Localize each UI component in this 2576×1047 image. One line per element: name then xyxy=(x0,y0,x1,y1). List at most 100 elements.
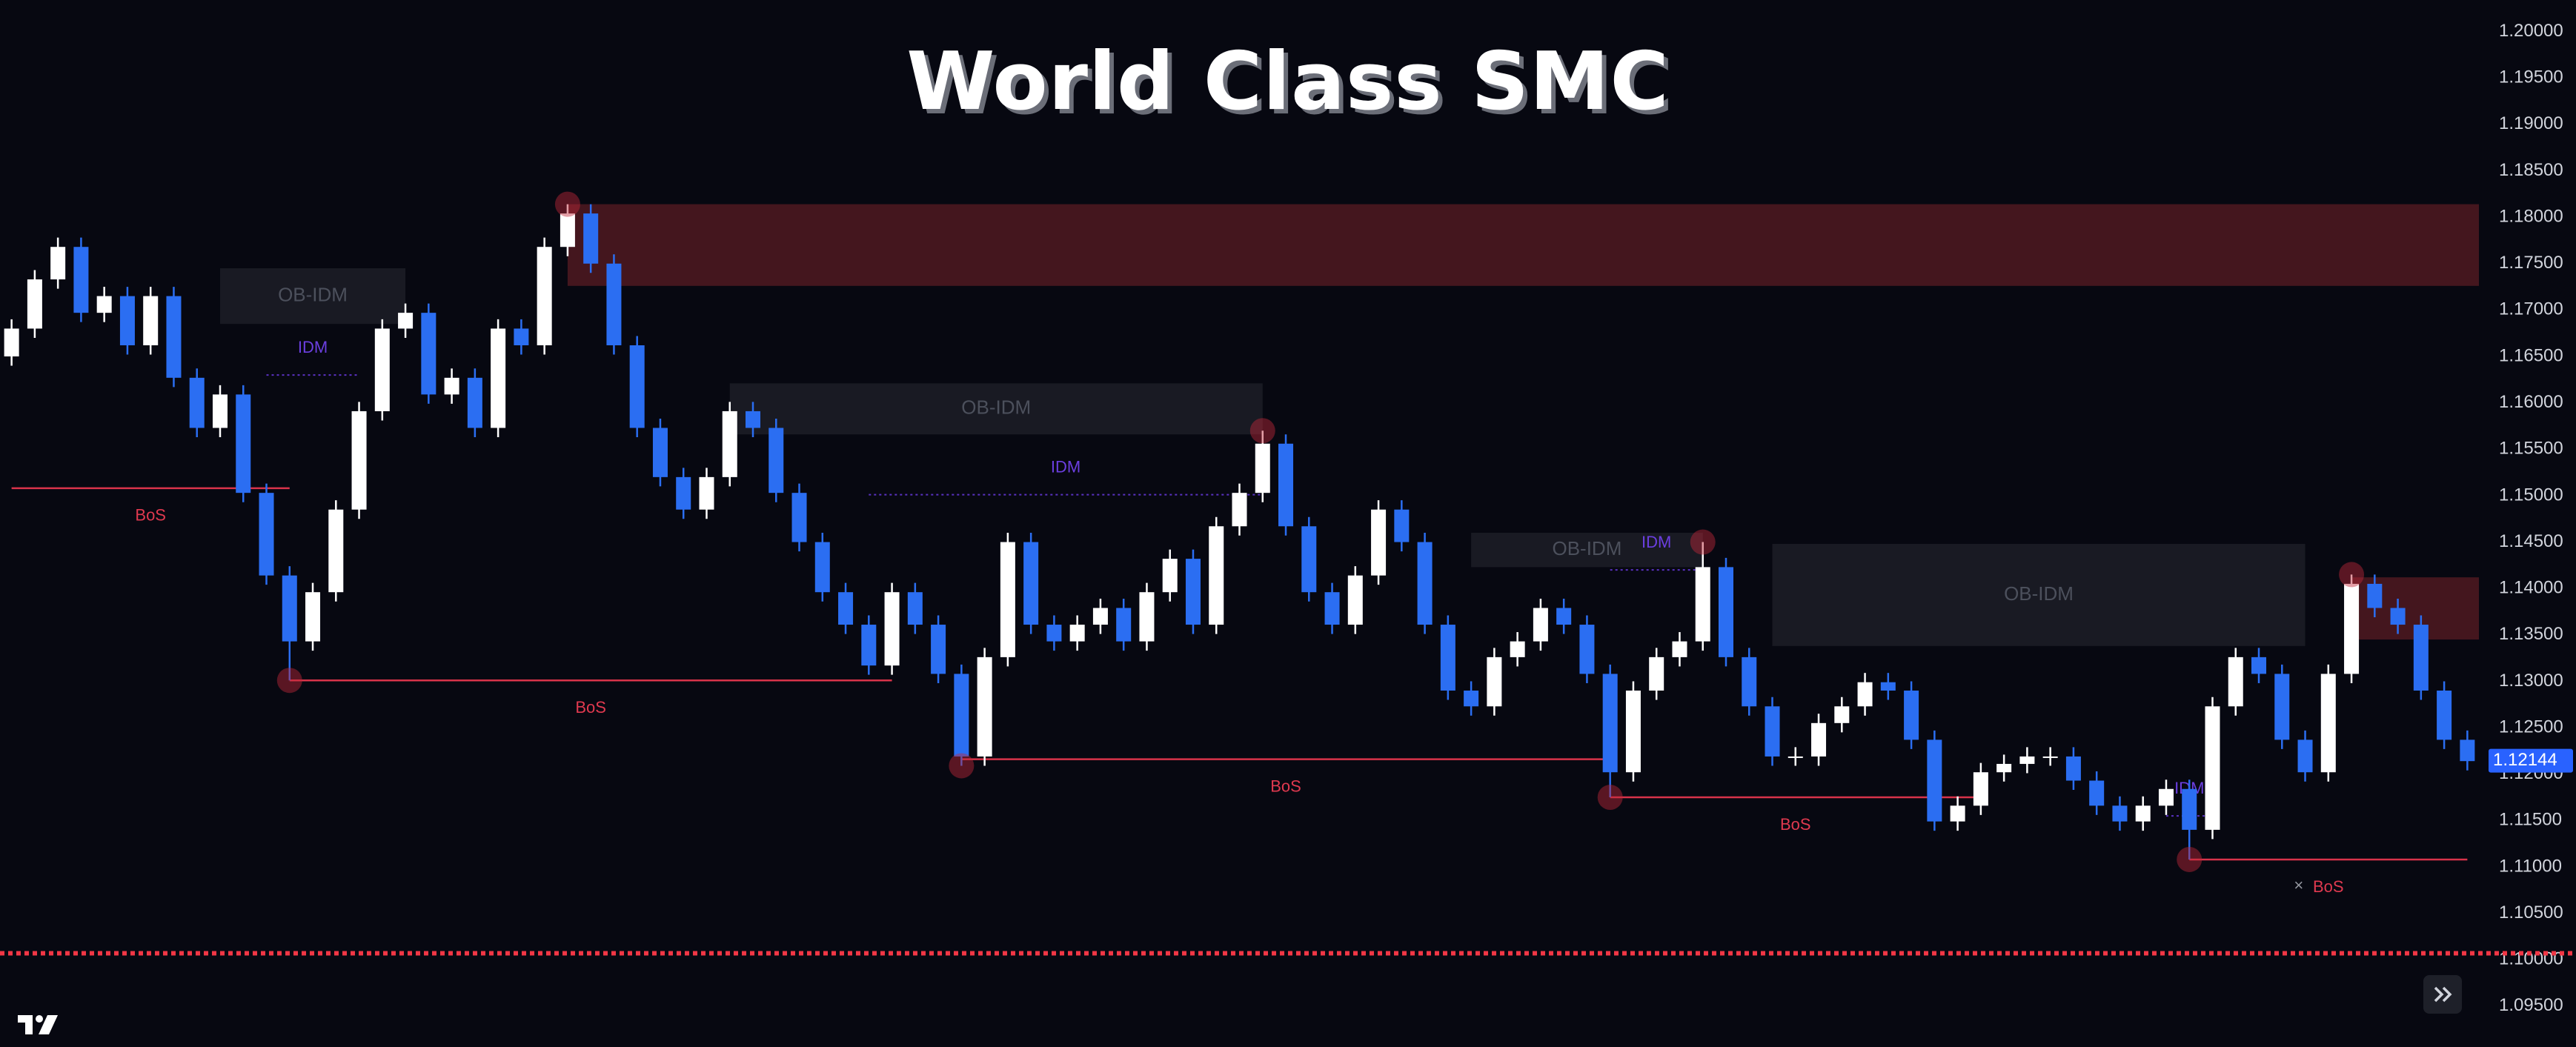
candle-body xyxy=(212,394,228,428)
y-tick-label: 1.16500 xyxy=(2499,345,2563,365)
candle-body xyxy=(2297,739,2313,773)
candle-body xyxy=(328,509,344,593)
candle-body xyxy=(374,328,390,411)
candle-body xyxy=(50,247,66,280)
candle-body xyxy=(2228,657,2243,707)
candle-body xyxy=(1464,690,1479,707)
candle-body xyxy=(491,328,506,428)
y-tick-label: 1.09500 xyxy=(2499,995,2563,1015)
candle-body xyxy=(1116,608,1132,642)
tradingview-logo xyxy=(18,1015,58,1034)
y-tick-label: 1.17000 xyxy=(2499,299,2563,319)
candle-body xyxy=(1046,625,1062,642)
candle-body xyxy=(1672,641,1687,657)
candle-body xyxy=(166,296,182,378)
zone-label: OB-IDM xyxy=(961,396,1031,419)
y-tick-label: 1.11000 xyxy=(2499,856,2562,876)
zone xyxy=(567,204,2479,286)
candle-body xyxy=(2251,657,2267,674)
candle-body xyxy=(791,493,807,542)
candle-body xyxy=(1742,657,1757,707)
candle-body xyxy=(1394,509,1410,542)
bos-label: BoS xyxy=(2313,877,2344,896)
candle-body xyxy=(2320,674,2336,773)
candle-body xyxy=(1232,493,1247,527)
candle-body xyxy=(1023,542,1039,625)
candle-body xyxy=(2158,788,2174,806)
candle-body xyxy=(652,428,668,477)
candle-body xyxy=(421,313,436,395)
candle-body xyxy=(2390,608,2406,625)
candle-body xyxy=(1718,567,1733,657)
candle-body xyxy=(606,263,622,345)
candle-body xyxy=(1417,542,1433,625)
y-tick-label: 1.13000 xyxy=(2499,671,2563,691)
candle-body xyxy=(884,592,900,666)
candle-body xyxy=(838,592,854,625)
candle-body xyxy=(560,213,575,247)
y-tick-label: 1.12500 xyxy=(2499,717,2563,737)
candle-body xyxy=(1787,756,1803,758)
candle-body xyxy=(1602,674,1618,773)
candle-body xyxy=(1185,559,1201,625)
candle-body xyxy=(583,213,599,264)
idm-label: IDM xyxy=(1051,457,1080,476)
swing-point xyxy=(1249,418,1275,444)
candle-body xyxy=(1440,625,1455,691)
candle-body xyxy=(1996,763,2012,773)
bos-label: BoS xyxy=(1780,815,1811,834)
candle-body xyxy=(1324,592,1340,625)
candle-body xyxy=(722,411,737,477)
candle-body xyxy=(907,592,923,625)
candle-body xyxy=(2089,780,2105,806)
candle-body xyxy=(1162,559,1178,593)
candle-body xyxy=(861,625,877,666)
candle-body xyxy=(1880,682,1896,691)
swing-point xyxy=(1597,785,1623,811)
y-tick-label: 1.15500 xyxy=(2499,439,2563,459)
y-tick-label: 1.20000 xyxy=(2499,21,2563,41)
candle-body xyxy=(2065,756,2081,781)
bos-label: BoS xyxy=(135,506,166,525)
candle-body xyxy=(1301,526,1317,593)
candle-body xyxy=(96,296,112,313)
swing-point xyxy=(276,668,302,694)
candle-body xyxy=(1811,722,1827,757)
scroll-button[interactable] xyxy=(2423,975,2462,1014)
candle-body xyxy=(236,394,251,493)
y-tick-label: 1.13500 xyxy=(2499,624,2563,644)
candle-body xyxy=(1347,575,1363,625)
candle-body xyxy=(189,377,205,428)
bos-label: BoS xyxy=(575,698,606,717)
candle-body xyxy=(1904,690,1919,740)
candle-body xyxy=(537,247,552,345)
candle-body xyxy=(282,575,297,642)
candle-body xyxy=(143,296,159,345)
zone-label: OB-IDM xyxy=(1552,537,1621,559)
candle-body xyxy=(1092,608,1108,625)
candle-body xyxy=(746,411,761,428)
y-tick-label: 1.10500 xyxy=(2499,903,2563,923)
candle-body xyxy=(2205,706,2220,830)
candle-body xyxy=(2274,674,2290,740)
candle-body xyxy=(467,377,482,428)
idm-label: IDM xyxy=(1641,533,1671,551)
candle-body xyxy=(1487,657,1502,707)
swing-point xyxy=(554,191,580,217)
zone-label: OB-IDM xyxy=(278,283,348,305)
plot-area: OB-IDM OB-IDM OB-IDM OB-IDM BoS BoS BoS BoS BoS I… xyxy=(4,191,2479,896)
candle-body xyxy=(1625,690,1641,773)
y-tick-label: 1.18500 xyxy=(2499,160,2563,180)
candle-body xyxy=(73,247,89,313)
candle-body xyxy=(1695,567,1710,642)
chart-title: World Class SMC xyxy=(906,36,1670,128)
candle-body xyxy=(2413,625,2429,691)
candle-body xyxy=(814,542,830,593)
y-tick-label: 1.18000 xyxy=(2499,206,2563,226)
y-tick-label: 1.11500 xyxy=(2499,810,2562,830)
zone xyxy=(729,383,1263,435)
y-tick-label: 1.19500 xyxy=(2499,67,2563,87)
candle-body xyxy=(931,625,946,674)
